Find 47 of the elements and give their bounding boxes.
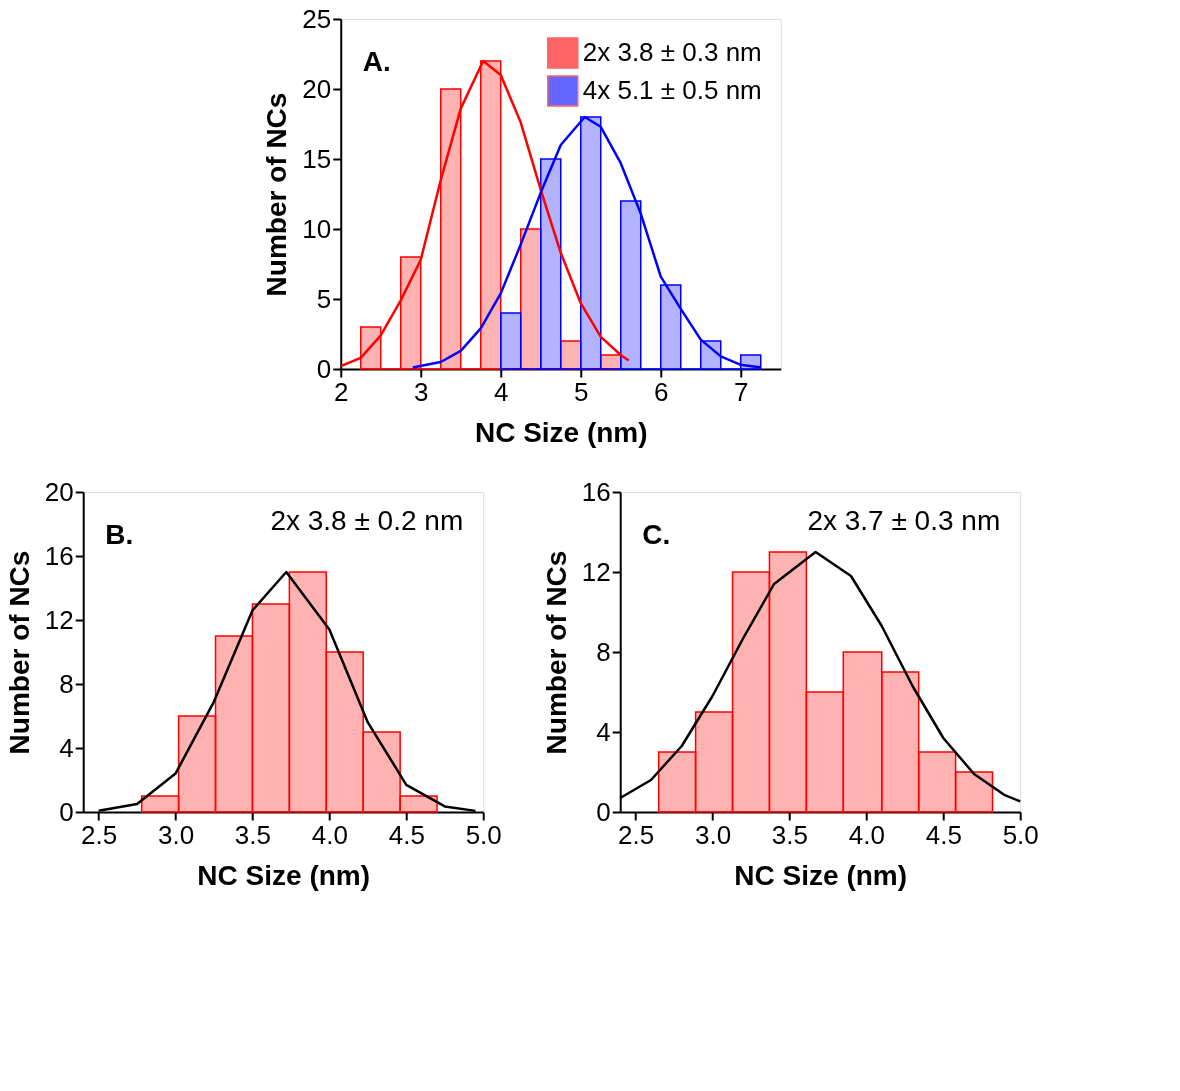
x-tick-label: 3.0: [694, 819, 732, 850]
y-tick-label: 10: [302, 213, 332, 244]
x-tick-label: 3.0: [157, 819, 195, 850]
y-tick-label: 4: [59, 732, 74, 763]
x-tick-label: 4: [494, 376, 509, 407]
y-tick-label: 5: [316, 283, 332, 314]
y-tick-label: 0: [59, 796, 74, 827]
x-axis-title: NC Size (nm): [197, 859, 371, 891]
x-tick-label: 6: [654, 376, 669, 407]
annotation: B.: [105, 519, 134, 550]
annotation: 2x 3.8 ± 0.2 nm: [270, 505, 464, 536]
x-tick-label: 2.5: [618, 819, 655, 850]
x-tick-label: 4.5: [925, 819, 962, 850]
y-tick-label: 15: [302, 143, 332, 174]
x-axis-title: NC Size (nm): [474, 416, 648, 448]
y-tick-label: 0: [596, 796, 611, 827]
y-tick-label: 4: [596, 716, 611, 747]
y-tick-label: 8: [596, 636, 611, 667]
y-tick-label: 16: [44, 540, 74, 571]
x-tick-label: 5.0: [465, 819, 502, 850]
y-axis-title: Number of NCs: [540, 550, 572, 755]
y-axis-title: Number of NCs: [3, 550, 35, 755]
y-tick-label: 25: [302, 3, 332, 34]
legend-label: 4x 5.1 ± 0.5 nm: [582, 75, 762, 105]
x-tick-label: 2.5: [81, 819, 118, 850]
x-tick-label: 7: [734, 376, 749, 407]
x-tick-label: 4.5: [388, 819, 425, 850]
y-tick-label: 12: [44, 604, 74, 635]
annotation: 2x 3.7 ± 0.3 nm: [807, 505, 1001, 536]
y-axis-title: Number of NCs: [261, 92, 293, 297]
x-tick-label: 3.5: [234, 819, 272, 850]
y-tick-label: 20: [302, 73, 332, 104]
x-axis-title: NC Size (nm): [734, 859, 908, 891]
y-tick-label: 16: [581, 476, 611, 507]
x-tick-label: 4.0: [311, 819, 348, 850]
annotation: A.: [362, 46, 391, 77]
y-tick-label: 12: [581, 556, 611, 587]
y-tick-label: 20: [44, 476, 74, 507]
y-tick-label: 8: [59, 668, 74, 699]
x-tick-label: 4.0: [848, 819, 885, 850]
x-tick-label: 2: [334, 376, 349, 407]
x-tick-label: 3.5: [771, 819, 809, 850]
legend-label: 2x 3.8 ± 0.3 nm: [582, 37, 762, 67]
annotation: C.: [642, 519, 671, 550]
x-tick-label: 5.0: [1002, 819, 1039, 850]
y-tick-label: 0: [316, 353, 332, 384]
x-tick-label: 3: [414, 376, 429, 407]
